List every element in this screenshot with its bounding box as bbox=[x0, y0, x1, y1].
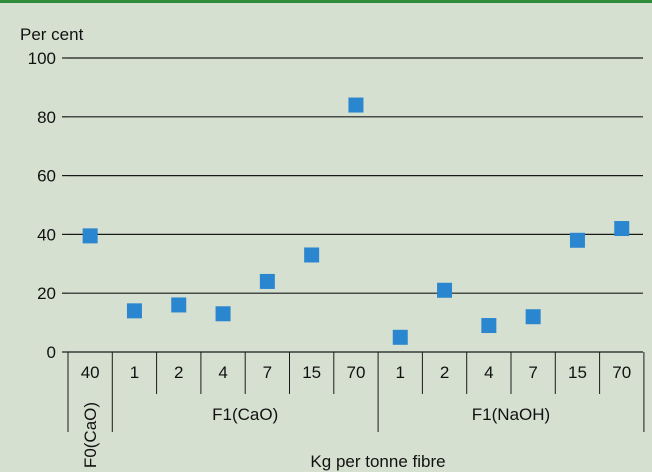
x-axis: 40 1 2 4 7 15 70 1 2 4 7 15 70 bbox=[67, 352, 645, 432]
x-tick-label: 7 bbox=[263, 363, 272, 382]
x-tick-label: 4 bbox=[218, 363, 227, 382]
x-tick-label: 70 bbox=[346, 363, 365, 382]
data-point bbox=[437, 282, 453, 298]
x-tick-label: 7 bbox=[528, 363, 537, 382]
x-group-label: F0(CaO) bbox=[81, 402, 100, 468]
y-tick-labels: 0 20 40 60 80 100 bbox=[28, 49, 56, 362]
y-axis-title: Per cent bbox=[20, 25, 84, 44]
x-tick-label: 1 bbox=[396, 363, 405, 382]
data-points bbox=[82, 97, 630, 345]
data-point bbox=[348, 97, 364, 113]
y-tick-label: 60 bbox=[37, 167, 56, 186]
x-tick-label: 1 bbox=[130, 363, 139, 382]
x-group-labels: F0(CaO) F1(CaO) F1(NaOH) bbox=[81, 402, 550, 468]
data-point bbox=[171, 297, 187, 313]
data-point bbox=[215, 306, 231, 322]
x-group-label: F1(CaO) bbox=[212, 405, 278, 424]
x-axis-title: Kg per tonne fibre bbox=[310, 452, 445, 471]
y-tick-label: 80 bbox=[37, 108, 56, 127]
gridlines bbox=[62, 57, 643, 353]
chart-top-border bbox=[0, 0, 652, 3]
x-group-label: F1(NaOH) bbox=[472, 405, 550, 424]
data-point bbox=[481, 318, 497, 334]
data-point bbox=[259, 273, 275, 289]
data-point bbox=[525, 309, 541, 325]
y-tick-label: 100 bbox=[28, 49, 56, 68]
data-point bbox=[614, 221, 630, 237]
y-tick-label: 40 bbox=[37, 225, 56, 244]
x-tick-label: 40 bbox=[81, 363, 100, 382]
data-point bbox=[82, 228, 98, 244]
y-tick-label: 20 bbox=[37, 284, 56, 303]
x-tick-label: 15 bbox=[302, 363, 321, 382]
data-point bbox=[392, 329, 408, 345]
x-tick-label: 4 bbox=[484, 363, 493, 382]
x-tick-label: 2 bbox=[440, 363, 449, 382]
data-point bbox=[569, 232, 585, 248]
data-point bbox=[304, 247, 320, 263]
x-tick-label: 70 bbox=[612, 363, 631, 382]
x-tick-label: 2 bbox=[174, 363, 183, 382]
y-tick-label: 0 bbox=[47, 343, 56, 362]
x-tick-label: 15 bbox=[568, 363, 587, 382]
data-point bbox=[126, 303, 142, 319]
